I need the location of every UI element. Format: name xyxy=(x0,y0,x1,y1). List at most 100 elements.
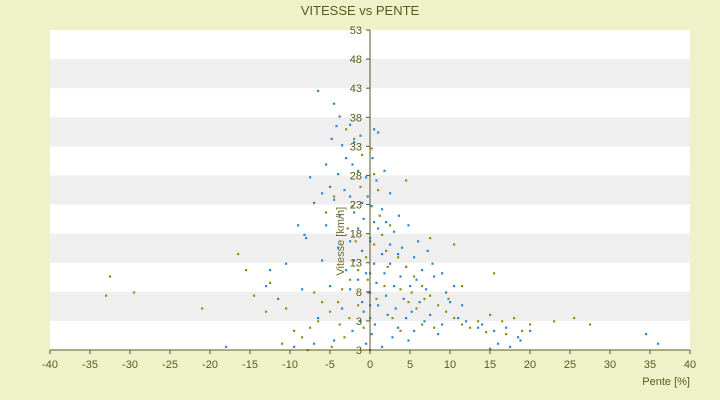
data-point xyxy=(429,313,432,316)
data-point xyxy=(385,221,388,224)
data-point xyxy=(237,253,240,256)
data-point xyxy=(418,301,421,304)
data-point xyxy=(330,345,333,348)
data-point xyxy=(357,169,360,172)
data-point xyxy=(461,323,464,326)
data-point xyxy=(309,176,312,179)
data-point xyxy=(349,278,352,281)
data-point xyxy=(373,128,376,131)
data-point xyxy=(505,333,508,336)
axes xyxy=(49,29,691,354)
data-point xyxy=(343,189,346,192)
data-point xyxy=(362,310,365,313)
data-point xyxy=(378,214,381,217)
data-point xyxy=(393,230,396,233)
data-point xyxy=(405,179,408,182)
chart-title: VITESSE vs PENTE xyxy=(301,3,420,18)
data-point xyxy=(521,329,524,332)
data-point xyxy=(357,278,360,281)
y-axis-label-group: Vitesse [km/h] xyxy=(335,207,347,276)
data-point xyxy=(413,275,416,278)
data-point xyxy=(338,214,341,217)
data-point xyxy=(385,249,388,252)
data-point xyxy=(415,307,418,310)
data-point xyxy=(269,269,272,272)
x-tick-label: -5 xyxy=(325,359,335,371)
x-tick-label: 35 xyxy=(644,359,656,371)
y-tick-label: 3 xyxy=(356,316,362,328)
data-point xyxy=(333,102,336,105)
data-point xyxy=(301,336,304,339)
data-point xyxy=(362,326,365,329)
data-point xyxy=(351,205,354,208)
data-point xyxy=(359,185,362,188)
data-point xyxy=(329,310,332,313)
data-point xyxy=(346,227,349,230)
data-point xyxy=(477,320,480,323)
data-point xyxy=(383,285,386,288)
x-tick-label: -15 xyxy=(242,359,258,371)
data-point xyxy=(529,329,532,332)
data-point xyxy=(377,131,380,134)
data-point xyxy=(333,198,336,201)
data-point xyxy=(349,240,352,243)
data-point xyxy=(313,201,316,204)
data-point xyxy=(373,323,376,326)
data-point xyxy=(321,301,324,304)
data-point xyxy=(553,320,556,323)
y-tick-label: 13 xyxy=(350,258,362,270)
data-point xyxy=(338,115,341,118)
data-point xyxy=(402,297,405,300)
data-point xyxy=(281,342,284,345)
data-point xyxy=(394,307,397,310)
data-point xyxy=(341,144,344,147)
x-tick-label: 0 xyxy=(367,359,373,371)
x-tick-label: 30 xyxy=(604,359,616,371)
data-point xyxy=(351,163,354,166)
data-point xyxy=(461,304,464,307)
data-point xyxy=(389,262,392,265)
data-point xyxy=(421,269,424,272)
data-point xyxy=(407,224,410,227)
data-point xyxy=(501,320,504,323)
data-point xyxy=(303,233,306,236)
data-point xyxy=(375,281,378,284)
data-point xyxy=(357,269,360,272)
data-point xyxy=(391,336,394,339)
data-point xyxy=(399,275,402,278)
data-point xyxy=(399,288,402,291)
data-point xyxy=(426,249,429,252)
data-point xyxy=(401,246,404,249)
data-point xyxy=(433,326,436,329)
x-tick-label: -10 xyxy=(282,359,298,371)
data-point xyxy=(366,195,369,198)
data-point xyxy=(389,192,392,195)
data-point xyxy=(493,272,496,275)
data-point xyxy=(361,201,364,204)
data-point xyxy=(359,320,362,323)
data-point xyxy=(413,329,416,332)
y-tick-label: 38 xyxy=(350,112,362,124)
data-point xyxy=(485,331,488,334)
data-point xyxy=(509,345,512,348)
data-point xyxy=(353,259,356,262)
data-point xyxy=(377,304,380,307)
data-point xyxy=(345,128,348,131)
data-point xyxy=(481,323,484,326)
data-point xyxy=(361,153,364,156)
data-point xyxy=(441,272,444,275)
data-point xyxy=(497,342,500,345)
data-point xyxy=(373,243,376,246)
data-point xyxy=(317,317,320,320)
data-point xyxy=(381,208,384,211)
data-point xyxy=(305,237,308,240)
data-point xyxy=(325,211,328,214)
data-point xyxy=(105,294,108,297)
data-point xyxy=(386,313,389,316)
data-point xyxy=(397,326,400,329)
data-point xyxy=(337,246,340,249)
data-point xyxy=(453,243,456,246)
